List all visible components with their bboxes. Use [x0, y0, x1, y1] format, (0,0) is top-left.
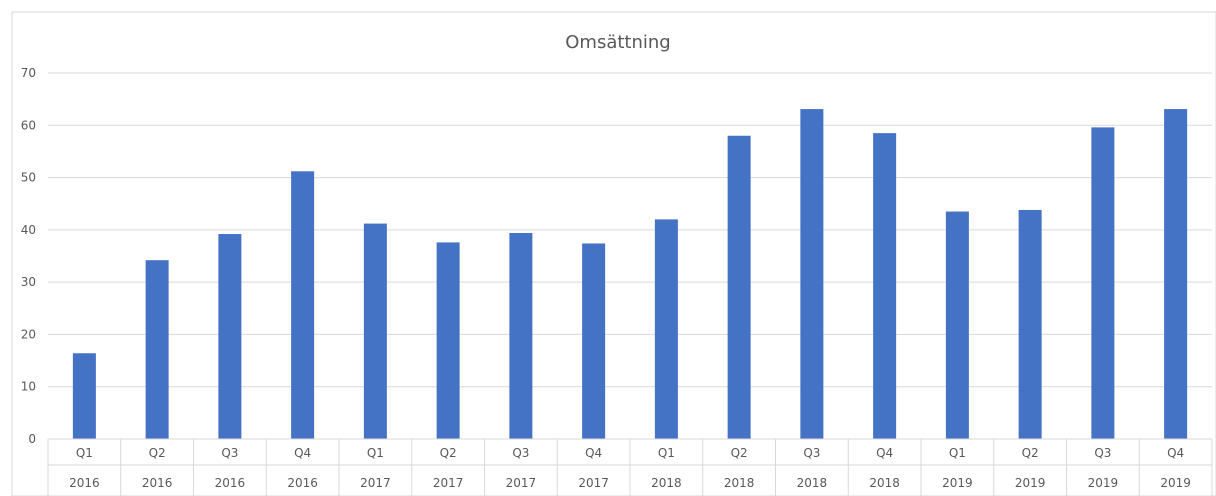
x-tick-quarter-label: Q2	[440, 446, 457, 460]
y-tick-label: 40	[21, 223, 36, 237]
x-tick-quarter-label: Q3	[803, 446, 820, 460]
bar	[654, 219, 678, 439]
x-tick-year-label: 2019	[1015, 476, 1046, 490]
chart-border	[11, 11, 1216, 496]
y-tick-label: 0	[28, 432, 36, 446]
bar	[1091, 127, 1115, 440]
x-tick-year-label: 2016	[287, 476, 318, 490]
y-tick-label: 50	[21, 171, 36, 185]
bar	[218, 234, 242, 439]
x-tick-quarter-label: Q1	[367, 446, 384, 460]
x-tick-quarter-label: Q3	[512, 446, 529, 460]
x-tick-quarter-label: Q3	[221, 446, 238, 460]
x-tick-year-label: 2019	[942, 476, 973, 490]
gridlines	[48, 72, 1212, 388]
bar	[509, 232, 533, 439]
bar	[72, 353, 96, 439]
bar	[727, 135, 751, 439]
x-tick-quarter-label: Q1	[949, 446, 966, 460]
y-tick-label: 30	[21, 275, 36, 289]
chart-title: Omsättning	[565, 32, 670, 53]
x-tick-year-label: 2016	[215, 476, 246, 490]
x-tick-year-label: 2017	[578, 476, 609, 490]
x-tick-year-label: 2018	[869, 476, 900, 490]
x-tick-year-label: 2017	[433, 476, 464, 490]
x-tick-year-label: 2016	[69, 476, 100, 490]
x-tick-quarter-label: Q2	[149, 446, 166, 460]
bar	[582, 243, 606, 439]
x-tick-year-label: 2017	[506, 476, 537, 490]
x-tick-quarter-label: Q3	[1094, 446, 1111, 460]
x-tick-quarter-label: Q2	[1022, 446, 1039, 460]
bars	[72, 109, 1188, 440]
y-tick-label: 60	[21, 118, 36, 132]
x-tick-year-label: 2019	[1160, 476, 1191, 490]
x-axis: Q1 2016 Q2 2016 Q3 2016 Q4 2016 Q1 2017 Q2 2017 Q3 20…	[47, 438, 1213, 496]
y-tick-label: 10	[21, 380, 36, 394]
x-tick-quarter-label: Q1	[658, 446, 675, 460]
bar	[1018, 209, 1042, 439]
bar	[800, 109, 824, 439]
y-axis-ticks: 0 10 20 30 40 50 60 70	[21, 66, 36, 446]
bar	[873, 133, 897, 439]
x-tick-quarter-label: Q1	[76, 446, 93, 460]
x-tick-quarter-label: Q4	[585, 446, 602, 460]
bar	[436, 242, 460, 439]
bar	[363, 223, 387, 439]
x-tick-year-label: 2018	[797, 476, 828, 490]
x-tick-year-label: 2016	[142, 476, 173, 490]
x-tick-year-label: 2018	[651, 476, 682, 490]
x-tick-quarter-label: Q4	[294, 446, 311, 460]
x-tick-year-label: 2018	[724, 476, 755, 490]
x-tick-year-label: 2019	[1088, 476, 1119, 490]
bar	[291, 171, 315, 439]
x-tick-quarter-label: Q2	[731, 446, 748, 460]
y-tick-label: 20	[21, 327, 36, 341]
y-tick-label: 70	[21, 66, 36, 80]
bar	[1164, 109, 1188, 439]
bar	[945, 211, 969, 439]
x-tick-year-label: 2017	[360, 476, 391, 490]
x-tick-quarter-label: Q4	[876, 446, 893, 460]
bar	[145, 260, 169, 439]
x-tick-quarter-label: Q4	[1167, 446, 1184, 460]
